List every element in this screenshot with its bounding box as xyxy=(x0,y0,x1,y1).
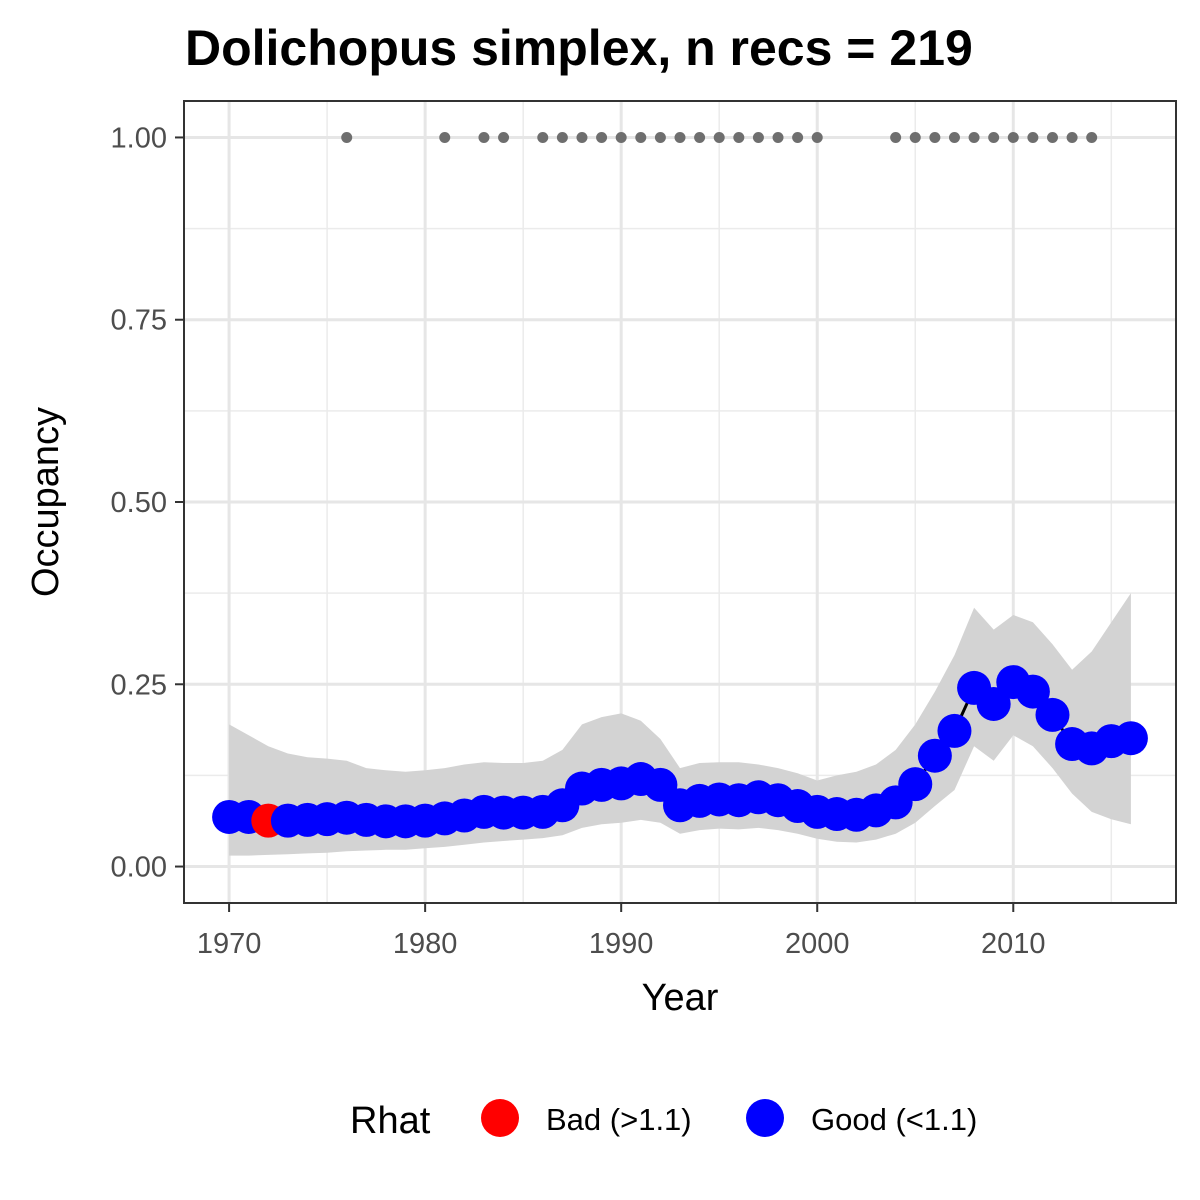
record-point xyxy=(439,131,451,143)
legend-label-good: Good (<1.1) xyxy=(811,1102,977,1137)
x-tick-label: 1980 xyxy=(393,928,458,960)
estimate-point-good xyxy=(1015,674,1050,709)
legend-label-bad: Bad (>1.1) xyxy=(546,1102,692,1137)
record-point xyxy=(537,131,549,143)
record-point xyxy=(556,131,568,143)
y-tick-label: 1.00 xyxy=(111,122,167,154)
legend-key-good xyxy=(746,1099,784,1137)
legend-key-bad xyxy=(481,1099,519,1137)
x-axis-title: Year xyxy=(642,977,719,1019)
y-tick-label: 0.25 xyxy=(111,669,167,701)
record-point xyxy=(576,131,588,143)
record-point xyxy=(1046,131,1058,143)
record-point xyxy=(596,131,608,143)
x-axis: 1970 1980 1990 2000 2010 xyxy=(197,903,1046,960)
legend-title: Rhat xyxy=(350,1100,431,1142)
estimate-point-good xyxy=(976,686,1011,721)
record-point xyxy=(1066,131,1078,143)
estimate-points-layer xyxy=(212,665,1148,839)
estimate-point-good xyxy=(1035,697,1070,732)
chart-title: Dolichopus simplex, n recs = 219 xyxy=(185,20,973,76)
record-point xyxy=(811,131,823,143)
record-point xyxy=(988,131,1000,143)
y-tick-label: 0.00 xyxy=(111,852,167,884)
y-tick-label: 0.50 xyxy=(111,487,167,519)
estimate-point-good xyxy=(1113,721,1148,756)
estimate-point-good xyxy=(937,713,972,748)
legend: Rhat Bad (>1.1) Good (<1.1) xyxy=(350,1099,977,1142)
record-point xyxy=(654,131,666,143)
record-point xyxy=(948,131,960,143)
record-point xyxy=(772,131,784,143)
record-point xyxy=(498,131,510,143)
record-point xyxy=(752,131,764,143)
record-points-layer xyxy=(341,131,1098,143)
record-point xyxy=(635,131,647,143)
record-point xyxy=(1086,131,1098,143)
record-point xyxy=(478,131,490,143)
y-axis: 0.00 0.25 0.50 0.75 1.00 xyxy=(111,122,184,884)
record-point xyxy=(341,131,353,143)
estimate-point-good xyxy=(898,767,933,802)
record-point xyxy=(909,131,921,143)
record-point xyxy=(694,131,706,143)
estimate-point-good xyxy=(917,738,952,773)
x-tick-label: 1970 xyxy=(197,928,262,960)
x-tick-label: 2010 xyxy=(981,928,1046,960)
record-point xyxy=(792,131,804,143)
record-point xyxy=(929,131,941,143)
record-point xyxy=(890,131,902,143)
record-point xyxy=(1007,131,1019,143)
record-point xyxy=(733,131,745,143)
record-point xyxy=(713,131,725,143)
y-axis-title: Occupancy xyxy=(25,407,67,597)
x-tick-label: 2000 xyxy=(785,928,850,960)
record-point xyxy=(968,131,980,143)
x-tick-label: 1990 xyxy=(589,928,654,960)
y-tick-label: 0.75 xyxy=(111,305,167,337)
record-point xyxy=(674,131,686,143)
record-point xyxy=(1027,131,1039,143)
record-point xyxy=(615,131,627,143)
